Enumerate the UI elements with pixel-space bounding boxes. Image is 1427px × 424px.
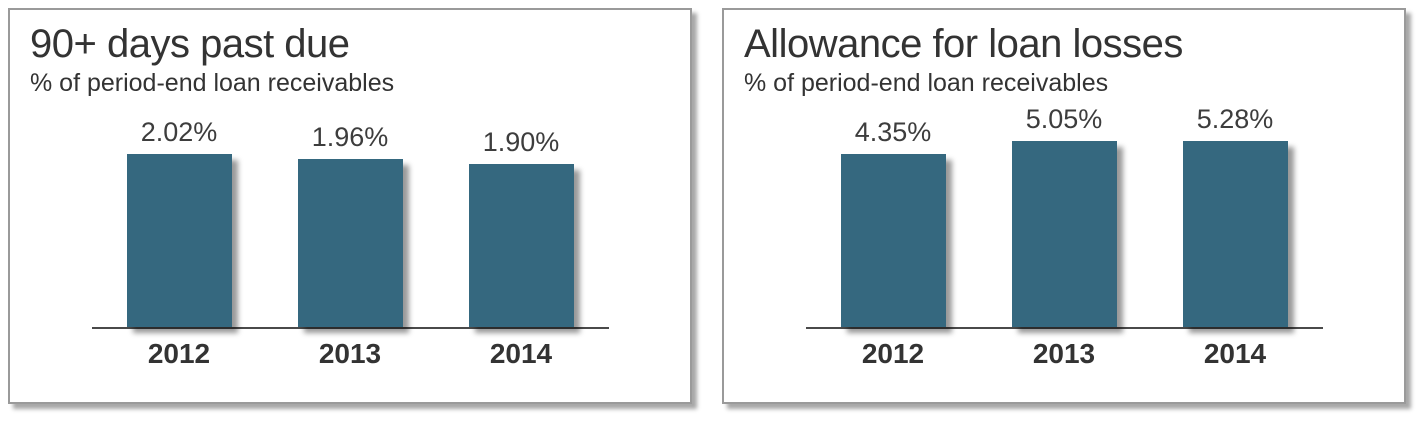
x-axis-line	[91, 327, 609, 330]
chart-subtitle: % of period-end loan receivables	[30, 69, 395, 98]
bar-2012	[840, 154, 946, 328]
plot-area: 4.35% 5.05% 5.28% 2012 2013 2014	[744, 104, 1384, 370]
chart-subtitle: % of period-end loan receivables	[744, 69, 1109, 98]
bar-group-2013: 1.96%	[297, 104, 403, 328]
data-label: 4.35%	[854, 117, 932, 148]
data-label: 5.05%	[1025, 104, 1103, 135]
chart-title: Allowance for loan losses	[744, 22, 1183, 66]
x-tick-2012: 2012	[861, 338, 925, 370]
x-tick-2013: 2013	[318, 338, 382, 370]
bars-row: 4.35% 5.05% 5.28%	[744, 104, 1384, 328]
x-axis-line	[805, 327, 1323, 330]
bar-2014	[468, 164, 574, 328]
data-label: 1.90%	[482, 127, 560, 158]
bar-2013	[297, 159, 403, 328]
bar-group-2012: 4.35%	[840, 104, 946, 328]
plot-area: 2.02% 1.96% 1.90% 2012 2013 2014	[30, 104, 670, 370]
bars-row: 2.02% 1.96% 1.90%	[30, 104, 670, 328]
x-axis-labels: 2012 2013 2014	[744, 338, 1384, 370]
data-label: 5.28%	[1196, 104, 1274, 135]
x-tick-2012: 2012	[147, 338, 211, 370]
chart-panel-past-due: 90+ days past due % of period-end loan r…	[8, 8, 692, 404]
bar-2012	[126, 154, 232, 328]
bar-group-2012: 2.02%	[126, 104, 232, 328]
chart-panel-allowance: Allowance for loan losses % of period-en…	[722, 8, 1406, 404]
bar-2013	[1011, 141, 1117, 328]
bar-group-2014: 1.90%	[468, 104, 574, 328]
chart-title: 90+ days past due	[30, 22, 350, 66]
x-axis-labels: 2012 2013 2014	[30, 338, 670, 370]
bar-group-2014: 5.28%	[1182, 104, 1288, 328]
bar-group-2013: 5.05%	[1011, 104, 1117, 328]
data-label: 2.02%	[140, 117, 218, 148]
x-tick-2013: 2013	[1032, 338, 1096, 370]
x-tick-2014: 2014	[1203, 338, 1267, 370]
x-tick-2014: 2014	[489, 338, 553, 370]
data-label: 1.96%	[311, 122, 389, 153]
bar-2014	[1182, 141, 1288, 328]
